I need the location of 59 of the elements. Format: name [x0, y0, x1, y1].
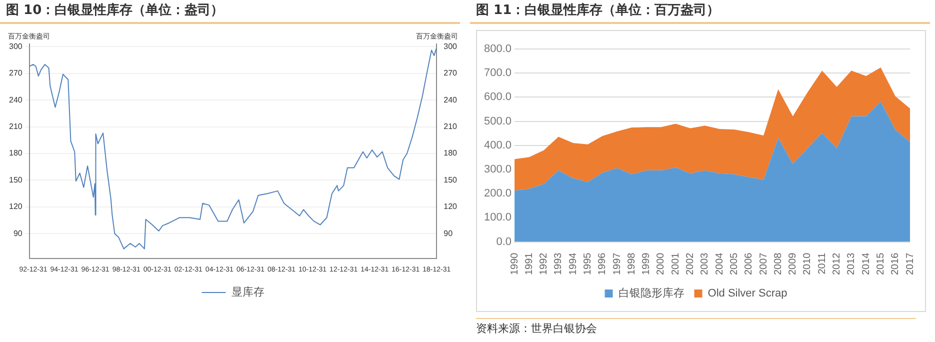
- x-tick-label: 1994: [568, 252, 579, 276]
- x-tick-label: 1997: [612, 252, 623, 276]
- y2-tick-label: 210: [444, 122, 458, 132]
- legend-label: 显库存: [231, 286, 264, 299]
- x-tick-label: 1992: [538, 252, 550, 276]
- x-tick-label: 2008: [772, 252, 784, 276]
- x-tick-label: 2010: [802, 252, 814, 276]
- y2-tick-label: 270: [444, 68, 458, 78]
- y2-tick-label: 150: [444, 175, 458, 184]
- x-tick-label: 1993: [553, 252, 564, 276]
- y2-tick-label: 240: [444, 95, 458, 104]
- y-tick-label: 240: [8, 95, 23, 104]
- x-tick-label: 2017: [904, 252, 916, 276]
- legend-label: 白银隐形库存: [618, 286, 684, 300]
- y-tick-label: 700.0: [484, 67, 512, 80]
- y-tick-label: 210: [8, 122, 23, 132]
- x-tick-label: 2009: [788, 252, 799, 276]
- y-tick-label: 270: [8, 68, 23, 78]
- y-tick-label: 500.0: [484, 115, 512, 128]
- y2-tick-label: 300: [444, 42, 458, 51]
- x-tick-label: 1998: [626, 252, 638, 276]
- x-tick-label: 1990: [509, 252, 520, 276]
- y-tick-label: 300.0: [484, 164, 512, 176]
- y2-tick-label: 120: [444, 202, 458, 212]
- x-tick-label: 1996: [597, 252, 608, 276]
- y-tick-label: 0.0: [496, 236, 512, 248]
- y-tick-label: 90: [13, 228, 23, 238]
- x-tick-label: 2012: [832, 252, 843, 276]
- x-tick-label: 2004: [714, 252, 726, 276]
- text: 资料来源：世界白银协会: [476, 318, 916, 336]
- y-tick-label: 150: [8, 175, 23, 184]
- y-tick-label: 120: [8, 202, 23, 212]
- y-tick-label: 100.0: [484, 212, 512, 224]
- y-tick-label: 800.0: [484, 43, 512, 56]
- y-tick-label: 400.0: [484, 139, 512, 152]
- y-tick-label: 300: [8, 42, 23, 51]
- x-tick-label: 1999: [641, 252, 652, 276]
- x-tick-label: 2007: [758, 252, 770, 276]
- x-tick-label: 1991: [524, 252, 535, 276]
- x-tick-label: 2013: [846, 252, 858, 276]
- y-tick-label: 200.0: [484, 188, 512, 200]
- y-tick-label: 600.0: [484, 91, 512, 104]
- x-tick-label: 2000: [656, 252, 667, 276]
- x-tick-label: 2011: [816, 252, 828, 274]
- chart-title: 图 11：白银显性库存（单位：百万盎司）: [470, 0, 930, 24]
- x-tick-label: 2006: [744, 252, 755, 276]
- y2-tick-label: 180: [444, 148, 458, 158]
- x-tick-label: 2016: [890, 252, 902, 276]
- legend-label: Old Silver Scrap: [708, 288, 788, 300]
- y2-tick-label: 90: [444, 228, 454, 238]
- x-tick-label: 2005: [728, 252, 740, 276]
- x-tick-label: 2003: [700, 252, 711, 276]
- x-tick-label: 2014: [860, 252, 872, 276]
- x-tick-label: 1995: [582, 252, 594, 276]
- y-tick-label: 180: [8, 148, 23, 158]
- x-tick-label: 2001: [670, 252, 682, 276]
- x-tick-label: 2015: [875, 252, 886, 276]
- x-tick-label: 2002: [685, 252, 696, 276]
- chart-title: 图 10：白银显性库存（单位：盎司）: [0, 0, 460, 24]
